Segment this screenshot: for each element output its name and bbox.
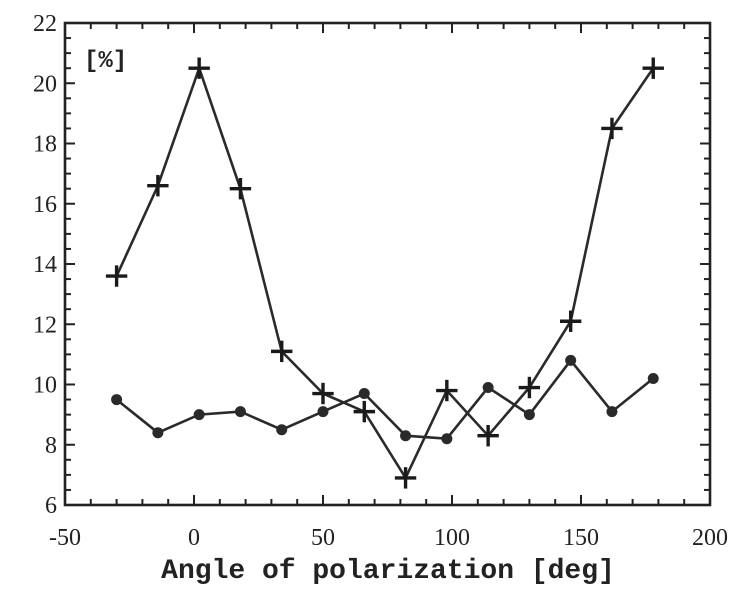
y-tick-label: 6 (45, 493, 57, 519)
x-tick-label: -50 (49, 525, 81, 551)
circle-marker (606, 406, 618, 418)
series-line (115, 358, 655, 441)
plus-marker (271, 340, 293, 363)
x-tick-label: 100 (434, 525, 470, 551)
y-tick-label: 20 (33, 71, 57, 97)
circle-marker (565, 354, 577, 366)
plus-marker (477, 425, 499, 447)
y-tick-labels: 6 8 10 12 14 16 18 20 22 (33, 11, 57, 519)
plus-marker (353, 400, 375, 423)
circle-marker (234, 406, 246, 418)
x-tick-label: 50 (311, 525, 335, 551)
y-tick-label: 8 (45, 433, 57, 459)
plus-marker (188, 57, 210, 79)
plus-marker (601, 117, 623, 140)
series-line (115, 64, 655, 481)
y-tick-label: 22 (33, 11, 57, 37)
x-tick-labels: -50 0 50 100 150 200 (49, 525, 728, 551)
plus-marker (642, 57, 664, 79)
plus-marker (518, 376, 541, 399)
x-tick-label: 0 (188, 525, 200, 551)
series-1-plus (105, 57, 664, 489)
circle-marker (193, 409, 205, 421)
plus-marker (394, 467, 417, 489)
circle-marker (358, 388, 370, 400)
y-tick-label: 10 (33, 373, 57, 399)
circle-marker (523, 409, 535, 421)
plus-marker (559, 310, 582, 332)
x-tick-label: 200 (692, 525, 728, 551)
plus-marker (147, 174, 169, 197)
y-axis-unit-label: [%] (84, 48, 127, 75)
plus-marker (105, 265, 128, 287)
y-tick-label: 16 (33, 192, 57, 218)
y-tick-label: 14 (33, 252, 57, 278)
x-axis-title: Angle of polarization [deg] (161, 556, 615, 587)
plus-marker (436, 379, 458, 402)
circle-marker (152, 427, 164, 439)
circle-marker (276, 424, 288, 436)
circle-marker (441, 433, 453, 445)
plus-marker (229, 177, 252, 200)
circle-marker (400, 430, 412, 442)
plus-marker (312, 382, 334, 405)
circle-marker (317, 406, 329, 418)
series-layer (105, 57, 664, 489)
circle-marker (647, 372, 659, 384)
axis-ticks (64, 22, 711, 506)
circle-marker (111, 394, 123, 406)
y-tick-label: 18 (33, 132, 57, 158)
x-tick-label: 150 (563, 525, 599, 551)
series-2-circle (111, 354, 659, 445)
y-tick-label: 12 (33, 312, 57, 338)
circle-marker (482, 382, 494, 394)
